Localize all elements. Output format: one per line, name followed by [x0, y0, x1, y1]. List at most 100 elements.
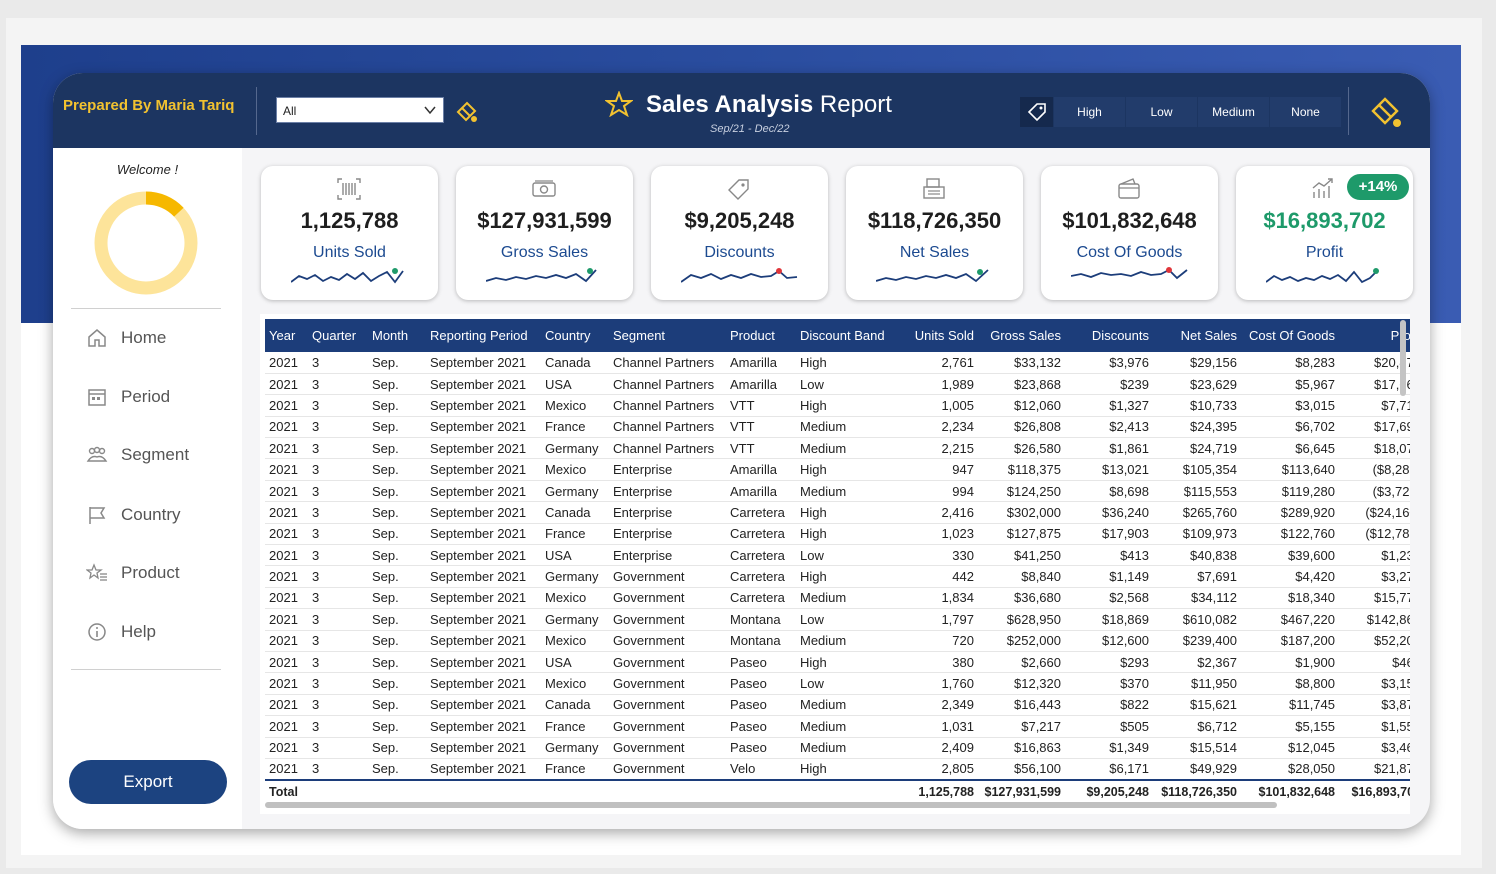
table-row[interactable]: 2021 3 Sep. September 2021 Mexico Government P…	[265, 672, 1410, 695]
growth-chart-icon	[1312, 178, 1333, 198]
clear-filter-eraser-icon[interactable]	[454, 98, 480, 124]
profit-growth-badge: +14%	[1347, 174, 1409, 200]
table-cell: $265,760	[1153, 501, 1241, 524]
reset-eraser-icon[interactable]	[1369, 93, 1403, 129]
sidebar-item-period[interactable]: Period	[86, 382, 170, 412]
band-low-button[interactable]: Low	[1125, 97, 1197, 127]
table-cell: Germany	[541, 437, 609, 460]
table-cell: Channel Partners	[609, 394, 726, 417]
table-cell: $1,149	[1065, 565, 1153, 588]
column-header[interactable]: Discounts	[1065, 319, 1153, 352]
table-cell: 2,409	[896, 737, 978, 759]
table-row[interactable]: 2021 3 Sep. September 2021 France Government P…	[265, 715, 1410, 738]
table-cell: $413	[1065, 544, 1153, 567]
home-icon	[88, 329, 106, 347]
sidebar-item-help[interactable]: Help	[86, 617, 156, 647]
table-cell: Mexico	[541, 672, 609, 695]
table-cell: $239,400	[1153, 630, 1241, 652]
column-header[interactable]: Units Sold	[896, 319, 978, 352]
band-medium-button[interactable]: Medium	[1197, 97, 1269, 127]
table-cell: 2,234	[896, 416, 978, 439]
sidebar-item-label: Home	[121, 328, 167, 347]
table-cell: $23,629	[1153, 373, 1241, 396]
table-cell: Sep.	[368, 587, 426, 610]
band-high-button[interactable]: High	[1053, 97, 1125, 127]
column-header[interactable]: Profit	[1339, 319, 1410, 352]
table-row[interactable]: 2021 3 Sep. September 2021 France Enterprise C…	[265, 523, 1410, 546]
table-cell: 2,805	[896, 758, 978, 781]
table-row[interactable]: 2021 3 Sep. September 2021 Mexico Enterprise A…	[265, 458, 1410, 481]
table-cell: 380	[896, 651, 978, 674]
table-row[interactable]: 2021 3 Sep. September 2021 Mexico Channel Par…	[265, 394, 1410, 417]
table-cell: USA	[541, 373, 609, 396]
table-row[interactable]: 2021 3 Sep. September 2021 Canada Enterprise C…	[265, 501, 1410, 524]
column-header[interactable]: Cost Of Goods	[1241, 319, 1339, 352]
vertical-scrollbar[interactable]	[1400, 320, 1406, 396]
title-bold: Sales Analysis	[646, 91, 814, 118]
table-row[interactable]: 2021 3 Sep. September 2021 Canada Channel Par…	[265, 352, 1410, 374]
title-rest: Report	[813, 91, 892, 118]
table-row[interactable]: 2021 3 Sep. September 2021 USA Enterprise Carr…	[265, 544, 1410, 567]
sidebar-item-product[interactable]: Product	[86, 558, 180, 588]
table-row[interactable]: 2021 3 Sep. September 2021 Germany Government…	[265, 608, 1410, 631]
column-header[interactable]: Month	[368, 319, 426, 352]
sidebar-item-segment[interactable]: Segment	[86, 440, 189, 470]
table-row[interactable]: 2021 3 Sep. September 2021 Germany Government…	[265, 737, 1410, 759]
table-row[interactable]: 2021 3 Sep. September 2021 Mexico Government C…	[265, 587, 1410, 610]
table-cell: $6,712	[1153, 715, 1241, 738]
table-cell: Amarilla	[726, 480, 796, 503]
filter-dropdown[interactable]: All	[276, 97, 444, 123]
column-header[interactable]: Segment	[609, 319, 726, 352]
table-cell: September 2021	[426, 416, 541, 439]
column-header[interactable]: Year	[265, 319, 308, 352]
table-cell: Canada	[541, 501, 609, 524]
table-row[interactable]: 2021 3 Sep. September 2021 USA Channel Partne…	[265, 373, 1410, 396]
table-cell: Government	[609, 565, 726, 588]
table-cell: 720	[896, 630, 978, 652]
band-none-button[interactable]: None	[1269, 97, 1341, 127]
table-row[interactable]: 2021 3 Sep. September 2021 Mexico Government M…	[265, 630, 1410, 652]
table-row[interactable]: 2021 3 Sep. September 2021 France Government V…	[265, 758, 1410, 781]
column-header[interactable]: Product	[726, 319, 796, 352]
table-cell: $3,469	[1339, 737, 1410, 759]
table-cell: France	[541, 758, 609, 781]
table-cell: Mexico	[541, 394, 609, 417]
table-cell: Channel Partners	[609, 352, 726, 374]
sparkline	[1071, 267, 1188, 280]
table-cell: $3,015	[1241, 394, 1339, 417]
horizontal-scrollbar[interactable]	[265, 802, 1277, 808]
table-row[interactable]: 2021 3 Sep. September 2021 Canada Government P…	[265, 694, 1410, 717]
column-header[interactable]: Quarter	[308, 319, 368, 352]
table-row[interactable]: 2021 3 Sep. September 2021 France Channel Par…	[265, 416, 1410, 439]
column-header[interactable]: Net Sales	[1153, 319, 1241, 352]
table-cell: $822	[1065, 694, 1153, 717]
column-header[interactable]: Gross Sales	[978, 319, 1065, 352]
table-cell: $6,171	[1065, 758, 1153, 781]
column-header[interactable]: Discount Band	[796, 319, 896, 352]
table-cell: Carretera	[726, 565, 796, 588]
sidebar-divider	[71, 669, 221, 670]
table-row[interactable]: 2021 3 Sep. September 2021 Germany Channel Pa…	[265, 437, 1410, 460]
table-cell: 1,989	[896, 373, 978, 396]
star-icon	[605, 91, 633, 117]
table-cell: 2021	[265, 480, 308, 503]
table-cell: September 2021	[426, 523, 541, 546]
table-row[interactable]: 2021 3 Sep. September 2021 USA Government Pase…	[265, 651, 1410, 674]
table-cell: Sep.	[368, 373, 426, 396]
table-cell: $33,132	[978, 352, 1065, 374]
table-cell: $17,693	[1339, 416, 1410, 439]
column-header[interactable]: Reporting Period	[426, 319, 541, 352]
table-row[interactable]: 2021 3 Sep. September 2021 Germany Government…	[265, 565, 1410, 588]
column-header[interactable]: Country	[541, 319, 609, 352]
table-cell: 947	[896, 458, 978, 481]
table-cell: Government	[609, 715, 726, 738]
sidebar-item-country[interactable]: Country	[86, 500, 181, 530]
table-cell: September 2021	[426, 737, 541, 759]
sidebar-item-home[interactable]: Home	[86, 323, 166, 353]
table-cell: $5,967	[1241, 373, 1339, 396]
export-button[interactable]: Export	[69, 760, 227, 804]
table-row[interactable]: 2021 3 Sep. September 2021 Germany Enterprise…	[265, 480, 1410, 503]
total-cell: $101,832,648	[1241, 778, 1339, 804]
table-cell: Sep.	[368, 715, 426, 738]
table-cell: $13,021	[1065, 458, 1153, 481]
